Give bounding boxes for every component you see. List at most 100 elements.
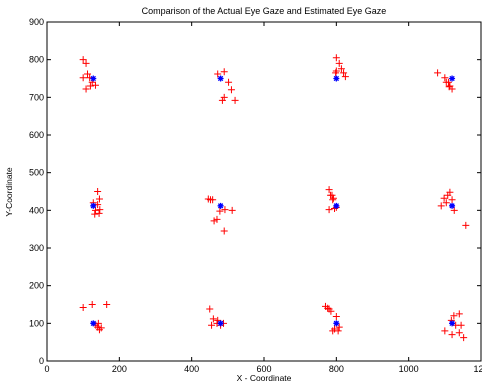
y-tick-label: 800 [29,55,44,65]
estimated-gaze-point [324,304,332,312]
estimated-gaze-point [218,96,226,104]
x-tick-label: 200 [112,364,127,374]
estimated-gaze-point [228,206,236,214]
estimated-gaze-point [340,69,348,77]
estimated-gaze-point [341,73,349,81]
estimated-gaze-point [325,305,333,313]
estimated-gaze-point [337,65,345,73]
estimated-gaze-point [448,331,456,339]
estimated-gaze-point [103,301,111,308]
actual-gaze-point [449,202,456,209]
estimated-gaze-point [95,195,103,203]
actual-gaze-point [217,202,224,209]
estimated-gaze-point [209,315,217,323]
estimated-gaze-point [446,188,454,196]
estimated-gaze-point [213,215,221,223]
y-tick-label: 600 [29,130,44,140]
actual-gaze-point [217,75,224,82]
estimated-gaze-point [82,85,90,93]
estimated-gaze-point [445,83,453,91]
x-tick-label: 0 [44,364,49,374]
estimated-gaze-point [455,310,463,318]
estimated-gaze-point [335,59,343,67]
estimated-gaze-point [220,68,228,76]
x-tick-label: 120 [473,364,482,374]
actual-gaze-point [449,75,456,82]
actual-gaze-point [90,320,97,327]
estimated-gaze-point [208,321,216,329]
actual-gaze-point [449,320,456,327]
y-tick-label: 100 [29,318,44,328]
estimated-gaze-point [440,194,448,202]
y-tick-label: 200 [29,281,44,291]
estimated-gaze-point [462,221,470,229]
estimated-gaze-point [450,312,458,320]
y-tick-label: 900 [29,17,44,27]
estimated-gaze-point [94,188,102,195]
y-axis: 0 100 200 300 400 500 600 700 800 900 [29,17,481,366]
estimated-gaze-point [216,207,224,215]
estimated-gaze-point [214,70,222,78]
estimated-gaze-point [84,70,92,78]
estimated-gaze-point [442,199,450,207]
estimated-gaze-point [210,217,218,225]
actual-gaze-point [90,202,97,209]
y-axis-label: Y-Coordinate [4,167,14,217]
actual-gaze-point [333,320,340,327]
actual-gaze-series [90,75,456,327]
estimated-gaze-point [441,327,449,335]
estimated-gaze-point [95,326,103,334]
x-tick-label: 1000 [399,364,419,374]
estimated-gaze-point [206,305,214,313]
estimated-gaze-point [88,301,96,308]
estimated-gaze-point [334,327,342,335]
estimated-gaze-point [455,329,463,337]
x-tick-label: 400 [184,364,199,374]
estimated-gaze-point [86,82,94,90]
estimated-gaze-point [82,59,90,67]
estimated-gaze-point [332,69,340,77]
estimated-gaze-point [327,191,335,199]
estimated-gaze-point [96,206,104,214]
estimated-gaze-point [220,93,228,101]
estimated-gaze-point [332,313,340,321]
actual-gaze-point [333,202,340,209]
estimated-gaze-point [209,196,217,204]
estimated-gaze-point [91,210,99,218]
x-tick-label: 600 [256,364,271,374]
estimated-gaze-point [448,196,456,204]
estimated-gaze-point [214,316,222,324]
y-tick-label: 500 [29,168,44,178]
estimated-gaze-point [231,96,239,104]
estimated-gaze-point [325,206,333,214]
estimated-gaze-point [91,81,99,89]
estimated-gaze-point [79,56,87,64]
actual-gaze-point [90,75,97,82]
estimated-gaze-point [434,69,442,77]
estimated-gaze-point [95,209,103,217]
y-tick-label: 0 [39,356,44,366]
estimated-gaze-point [329,196,337,204]
actual-gaze-point [333,75,340,82]
estimated-gaze-point [441,74,449,82]
actual-gaze-point [217,320,224,327]
estimated-gaze-point [335,323,343,331]
estimated-gaze-point [437,202,445,210]
estimated-gaze-point [79,74,87,82]
estimated-gaze-point [332,54,340,62]
estimated-gaze-point [325,186,333,194]
plot-area [79,54,470,342]
y-tick-label: 700 [29,92,44,102]
estimated-gaze-point [442,78,450,86]
estimated-gaze-point [221,206,229,214]
estimated-gaze-point [225,78,233,86]
x-axis: 0 200 400 600 800 1000 120 [44,22,482,374]
y-tick-label: 300 [29,243,44,253]
x-axis-label: X - Coordinate [237,373,292,383]
chart-title: Comparison of the Actual Eye Gaze and Es… [142,6,387,16]
estimated-gaze-point [329,194,337,202]
x-tick-label: 800 [329,364,344,374]
estimated-gaze-point [220,227,228,235]
